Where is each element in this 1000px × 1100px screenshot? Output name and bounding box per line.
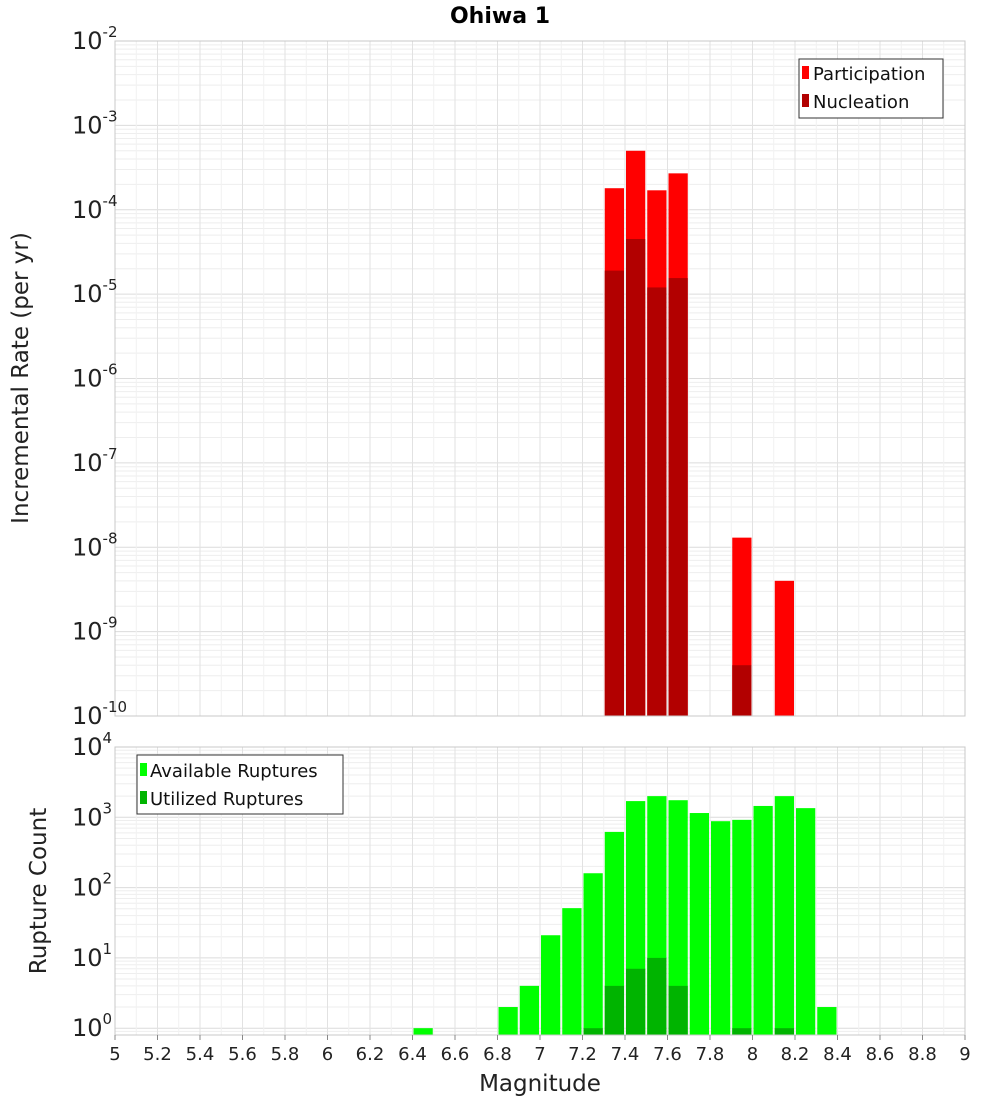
x-axis-label: Magnitude: [479, 1071, 601, 1097]
top-legend: Participation Nucleation: [798, 58, 944, 119]
x-tick-label: 5.4: [186, 1044, 215, 1065]
x-tick-label: 6.4: [398, 1044, 427, 1065]
x-tick-label: 8.8: [908, 1044, 937, 1065]
x-tick-label: 6: [322, 1044, 333, 1065]
x-tick-label: 6.6: [441, 1044, 470, 1065]
chart-title: Ohiwa 1: [450, 4, 550, 29]
legend-label-participation: Participation: [813, 64, 925, 85]
x-tick-label: 8: [747, 1044, 758, 1065]
bottom-bar-s1: [604, 985, 624, 1035]
bottom-bar-s0: [604, 831, 624, 1035]
top-panel: 10-10 10-9 10-8 10-7 10-6 10-5 10-4 10-3 10-2 In…: [8, 23, 966, 730]
x-tick-label: 8.4: [823, 1044, 852, 1065]
y-tick-label: 10-6: [72, 361, 118, 393]
top-bar-s0: [774, 580, 794, 716]
top-bar-s1: [668, 278, 688, 716]
legend-swatch-nucleation: [802, 94, 809, 107]
x-tick-label: 6.2: [356, 1044, 385, 1065]
x-tick-label: 5.2: [143, 1044, 172, 1065]
y-tick-label: 10-5: [72, 276, 118, 308]
bottom-legend: Available Ruptures Utilized Ruptures: [136, 754, 344, 815]
x-tick-label: 7.8: [696, 1044, 725, 1065]
bottom-bar-s0: [689, 813, 709, 1035]
bottom-bar-s1: [732, 1028, 752, 1035]
bottom-bar-s0: [519, 985, 539, 1035]
bottom-bar-s0: [711, 821, 731, 1035]
legend-swatch-available: [140, 763, 147, 776]
bottom-bar-s0: [668, 800, 688, 1035]
top-y-axis-label: Incremental Rate (per yr): [8, 232, 34, 524]
bottom-bar-s0: [732, 819, 752, 1035]
y-tick-label: 10-7: [72, 445, 118, 477]
bottom-bar-s1: [647, 957, 667, 1035]
top-legend-box: [798, 58, 944, 119]
bottom-y-axis-label: Rupture Count: [26, 808, 52, 974]
top-bar-s1: [647, 287, 667, 716]
y-tick-label: 10-3: [72, 107, 118, 139]
bottom-bar-s1: [583, 1028, 603, 1035]
x-tick-label: 6.8: [483, 1044, 512, 1065]
bottom-bar-s0: [562, 908, 582, 1035]
y-tick-label: 104: [72, 729, 112, 761]
y-tick-label: 103: [72, 799, 112, 831]
top-bars: [604, 150, 794, 717]
x-tick-label: 7.2: [568, 1044, 597, 1065]
bottom-bars: [413, 796, 837, 1035]
x-tick-label: 8.6: [866, 1044, 895, 1065]
bottom-bar-s0: [498, 1007, 518, 1035]
bottom-panel: 100 101 102 103 104 5 5.2 5.4 5.6 5.8 6 6.2 6.4 6.6 6…: [26, 729, 971, 1097]
top-plot-frame: [114, 40, 966, 717]
y-tick-label: 10-8: [72, 529, 118, 561]
legend-swatch-utilized: [140, 791, 147, 804]
bottom-x-ticks: 5 5.2 5.4 5.6 5.8 6 6.2 6.4 6.6 6.8 7 7.2 7.4 7.6 7.8 8…: [109, 1035, 971, 1065]
x-tick-label: 7.4: [611, 1044, 640, 1065]
y-tick-label: 10-4: [72, 192, 118, 224]
legend-label-utilized: Utilized Ruptures: [150, 789, 303, 810]
bottom-y-ticks: 100 101 102 103 104: [72, 729, 112, 1042]
bottom-bar-s0: [583, 873, 603, 1035]
bottom-bar-s0: [413, 1028, 433, 1035]
x-tick-label: 5: [109, 1044, 120, 1065]
top-grid: [114, 40, 966, 717]
y-tick-label: 10-10: [72, 698, 127, 730]
legend-label-available: Available Ruptures: [150, 761, 318, 782]
bottom-bar-s0: [753, 805, 773, 1035]
bottom-bar-s0: [774, 796, 794, 1035]
y-tick-label: 10-2: [72, 23, 118, 55]
y-tick-label: 100: [72, 1010, 112, 1042]
x-tick-label: 5.8: [271, 1044, 300, 1065]
bottom-bar-s0: [817, 1007, 837, 1035]
y-tick-label: 101: [72, 940, 112, 972]
bottom-bar-s1: [668, 985, 688, 1035]
legend-label-nucleation: Nucleation: [813, 92, 909, 113]
y-tick-label: 102: [72, 870, 112, 902]
x-tick-label: 7.6: [653, 1044, 682, 1065]
bottom-bar-s0: [796, 808, 816, 1035]
bottom-legend-box: [136, 754, 344, 815]
top-y-ticks: 10-10 10-9 10-8 10-7 10-6 10-5 10-4 10-3 10-2: [72, 23, 127, 730]
bottom-bar-s1: [626, 968, 646, 1035]
x-tick-label: 8.2: [781, 1044, 810, 1065]
top-bar-s1: [626, 239, 646, 716]
x-tick-label: 7: [534, 1044, 545, 1065]
x-tick-label: 5.6: [228, 1044, 257, 1065]
y-tick-label: 10-9: [72, 614, 118, 646]
bottom-bar-s0: [541, 935, 561, 1035]
top-bar-s1: [732, 665, 752, 716]
bottom-bar-s1: [774, 1028, 794, 1035]
x-tick-label: 9: [959, 1044, 970, 1065]
legend-swatch-participation: [802, 66, 809, 79]
top-bar-s1: [604, 270, 624, 716]
